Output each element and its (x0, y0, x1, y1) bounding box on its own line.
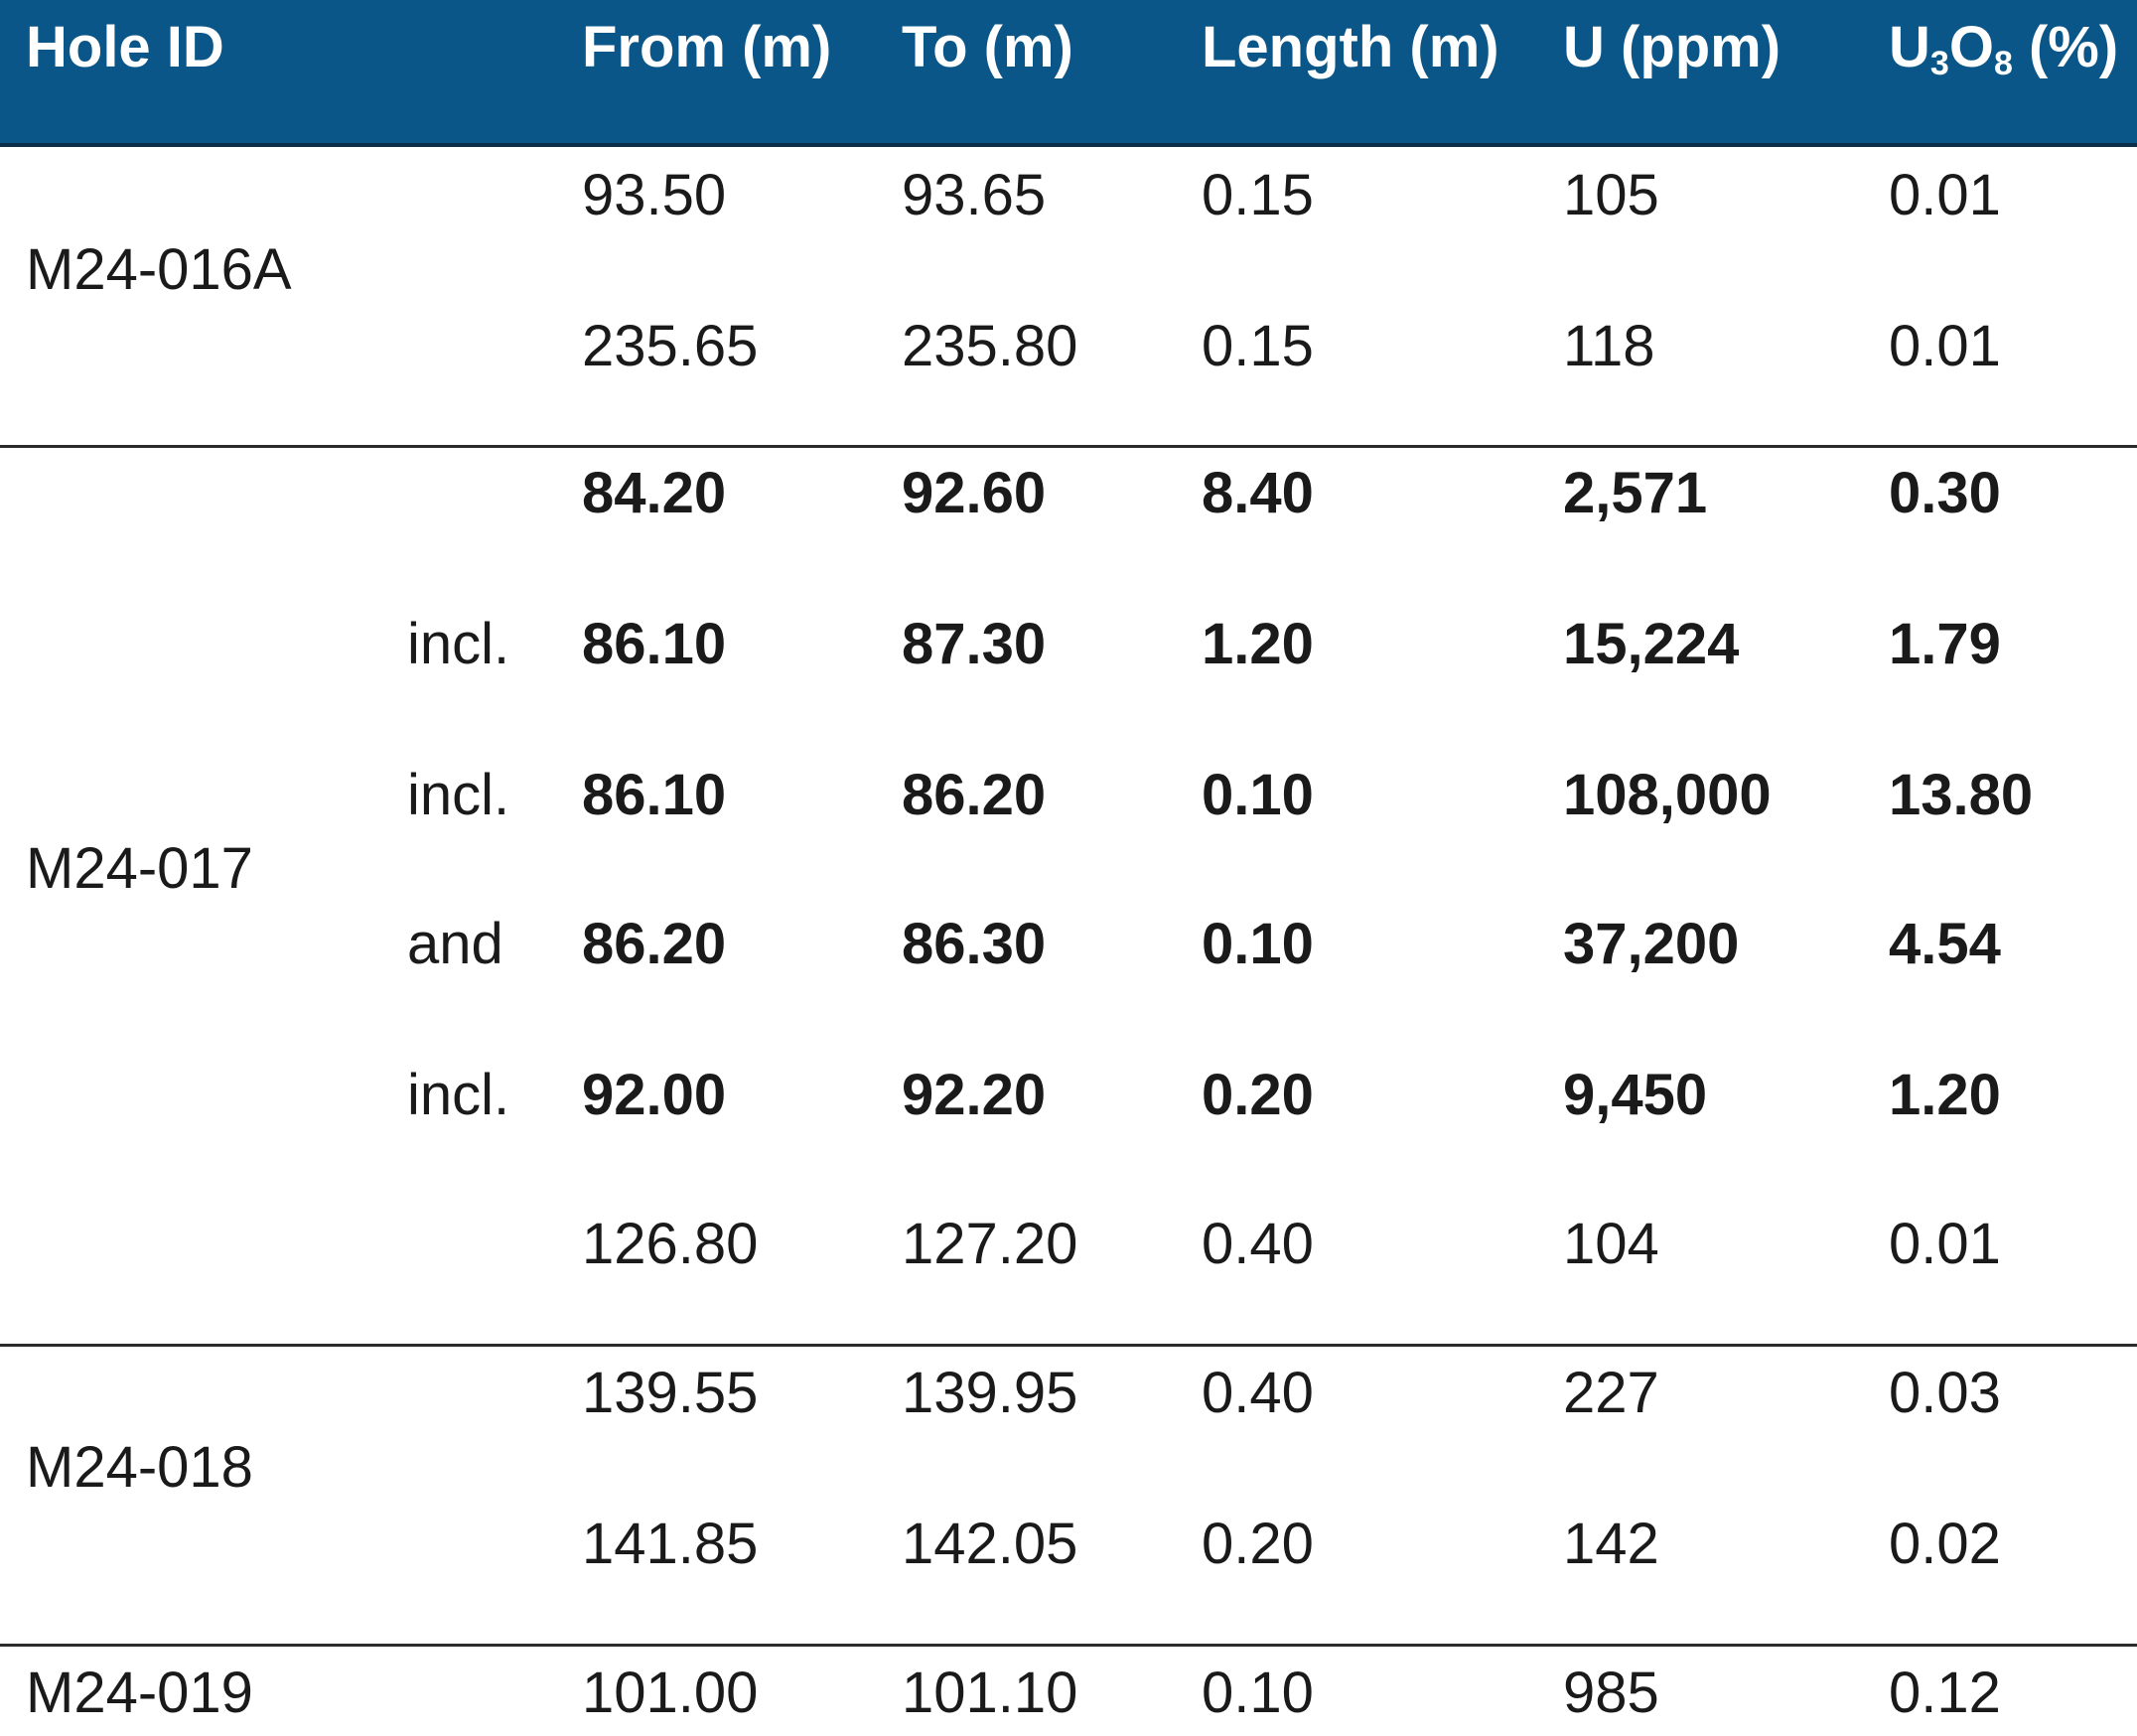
hole-id-cell: M24-017 (26, 836, 253, 901)
header-u3o8-mid: O (1948, 15, 1994, 79)
row-u3o8: 0.03 (1889, 1361, 2001, 1425)
row-from: 86.20 (582, 912, 727, 976)
row-qualifier: and (407, 912, 503, 976)
row-to: 86.20 (902, 763, 1047, 827)
row-qualifier: incl. (407, 1063, 510, 1127)
row-to: 87.30 (902, 612, 1047, 676)
row-u-ppm: 37,200 (1563, 912, 1740, 976)
row-length: 0.10 (1202, 763, 1314, 827)
row-length: 0.15 (1202, 314, 1314, 378)
row-u-ppm: 2,571 (1563, 461, 1708, 525)
row-from: 84.20 (582, 461, 727, 525)
row-u-ppm: 142 (1563, 1512, 1659, 1576)
row-u3o8: 13.80 (1889, 763, 2034, 827)
row-u-ppm: 9,450 (1563, 1063, 1708, 1127)
row-to: 142.05 (902, 1512, 1078, 1576)
row-from: 86.10 (582, 763, 727, 827)
row-from: 139.55 (582, 1361, 759, 1425)
row-from: 86.10 (582, 612, 727, 676)
header-u3o8: U3O8 (%) (1889, 0, 2118, 95)
row-u-ppm: 985 (1563, 1661, 1659, 1725)
row-u-ppm: 105 (1563, 163, 1659, 227)
row-to: 139.95 (902, 1361, 1078, 1425)
row-u3o8: 0.01 (1889, 1212, 2001, 1276)
row-u-ppm: 108,000 (1563, 763, 1772, 827)
header-from: From (m) (582, 15, 832, 79)
row-u-ppm: 118 (1563, 314, 1655, 378)
table-header: Hole ID From (m) To (m) Length (m) U (pp… (0, 0, 2137, 147)
row-u3o8: 0.02 (1889, 1512, 2001, 1576)
row-length: 0.15 (1202, 163, 1314, 227)
row-to: 127.20 (902, 1212, 1078, 1276)
row-length: 0.40 (1202, 1212, 1314, 1276)
row-u3o8: 1.79 (1889, 612, 2001, 676)
row-from: 101.00 (582, 1661, 759, 1725)
row-u3o8: 0.12 (1889, 1661, 2001, 1725)
row-length: 0.10 (1202, 912, 1314, 976)
row-from: 141.85 (582, 1512, 759, 1576)
row-to: 92.20 (902, 1063, 1047, 1127)
row-length: 0.10 (1202, 1661, 1314, 1725)
row-from: 93.50 (582, 163, 727, 227)
header-u3o8-prefix: U (1889, 15, 1930, 79)
row-length: 0.20 (1202, 1512, 1314, 1576)
row-from: 235.65 (582, 314, 759, 378)
hole-id-cell: M24-019 (26, 1661, 253, 1725)
row-to: 86.30 (902, 912, 1047, 976)
row-from: 126.80 (582, 1212, 759, 1276)
header-hole-id: Hole ID (26, 15, 224, 79)
header-u-ppm: U (ppm) (1563, 15, 1781, 79)
row-to: 101.10 (902, 1661, 1078, 1725)
row-u-ppm: 227 (1563, 1361, 1659, 1425)
header-length: Length (m) (1202, 15, 1499, 79)
header-to: To (m) (902, 15, 1073, 79)
header-u3o8-sub1: 3 (1929, 45, 1949, 82)
row-length: 0.20 (1202, 1063, 1314, 1127)
hole-id-cell: M24-016A (26, 237, 292, 302)
row-to: 93.65 (902, 163, 1047, 227)
row-qualifier: incl. (407, 612, 510, 676)
hole-id-cell: M24-018 (26, 1435, 253, 1500)
row-length: 8.40 (1202, 461, 1314, 525)
header-u3o8-sub2: 8 (1993, 45, 2013, 82)
row-length: 1.20 (1202, 612, 1314, 676)
row-length: 0.40 (1202, 1361, 1314, 1425)
group-divider (0, 1644, 2137, 1647)
row-to: 235.80 (902, 314, 1078, 378)
row-u3o8: 4.54 (1889, 912, 2001, 976)
group-divider (0, 1344, 2137, 1347)
row-qualifier: incl. (407, 763, 510, 827)
row-u-ppm: 15,224 (1563, 612, 1740, 676)
row-u3o8: 0.01 (1889, 314, 2001, 378)
header-u3o8-suffix: (%) (2012, 15, 2119, 79)
row-to: 92.60 (902, 461, 1047, 525)
row-u3o8: 1.20 (1889, 1063, 2001, 1127)
row-u3o8: 0.01 (1889, 163, 2001, 227)
group-divider (0, 445, 2137, 448)
row-from: 92.00 (582, 1063, 727, 1127)
row-u-ppm: 104 (1563, 1212, 1659, 1276)
row-u3o8: 0.30 (1889, 461, 2001, 525)
